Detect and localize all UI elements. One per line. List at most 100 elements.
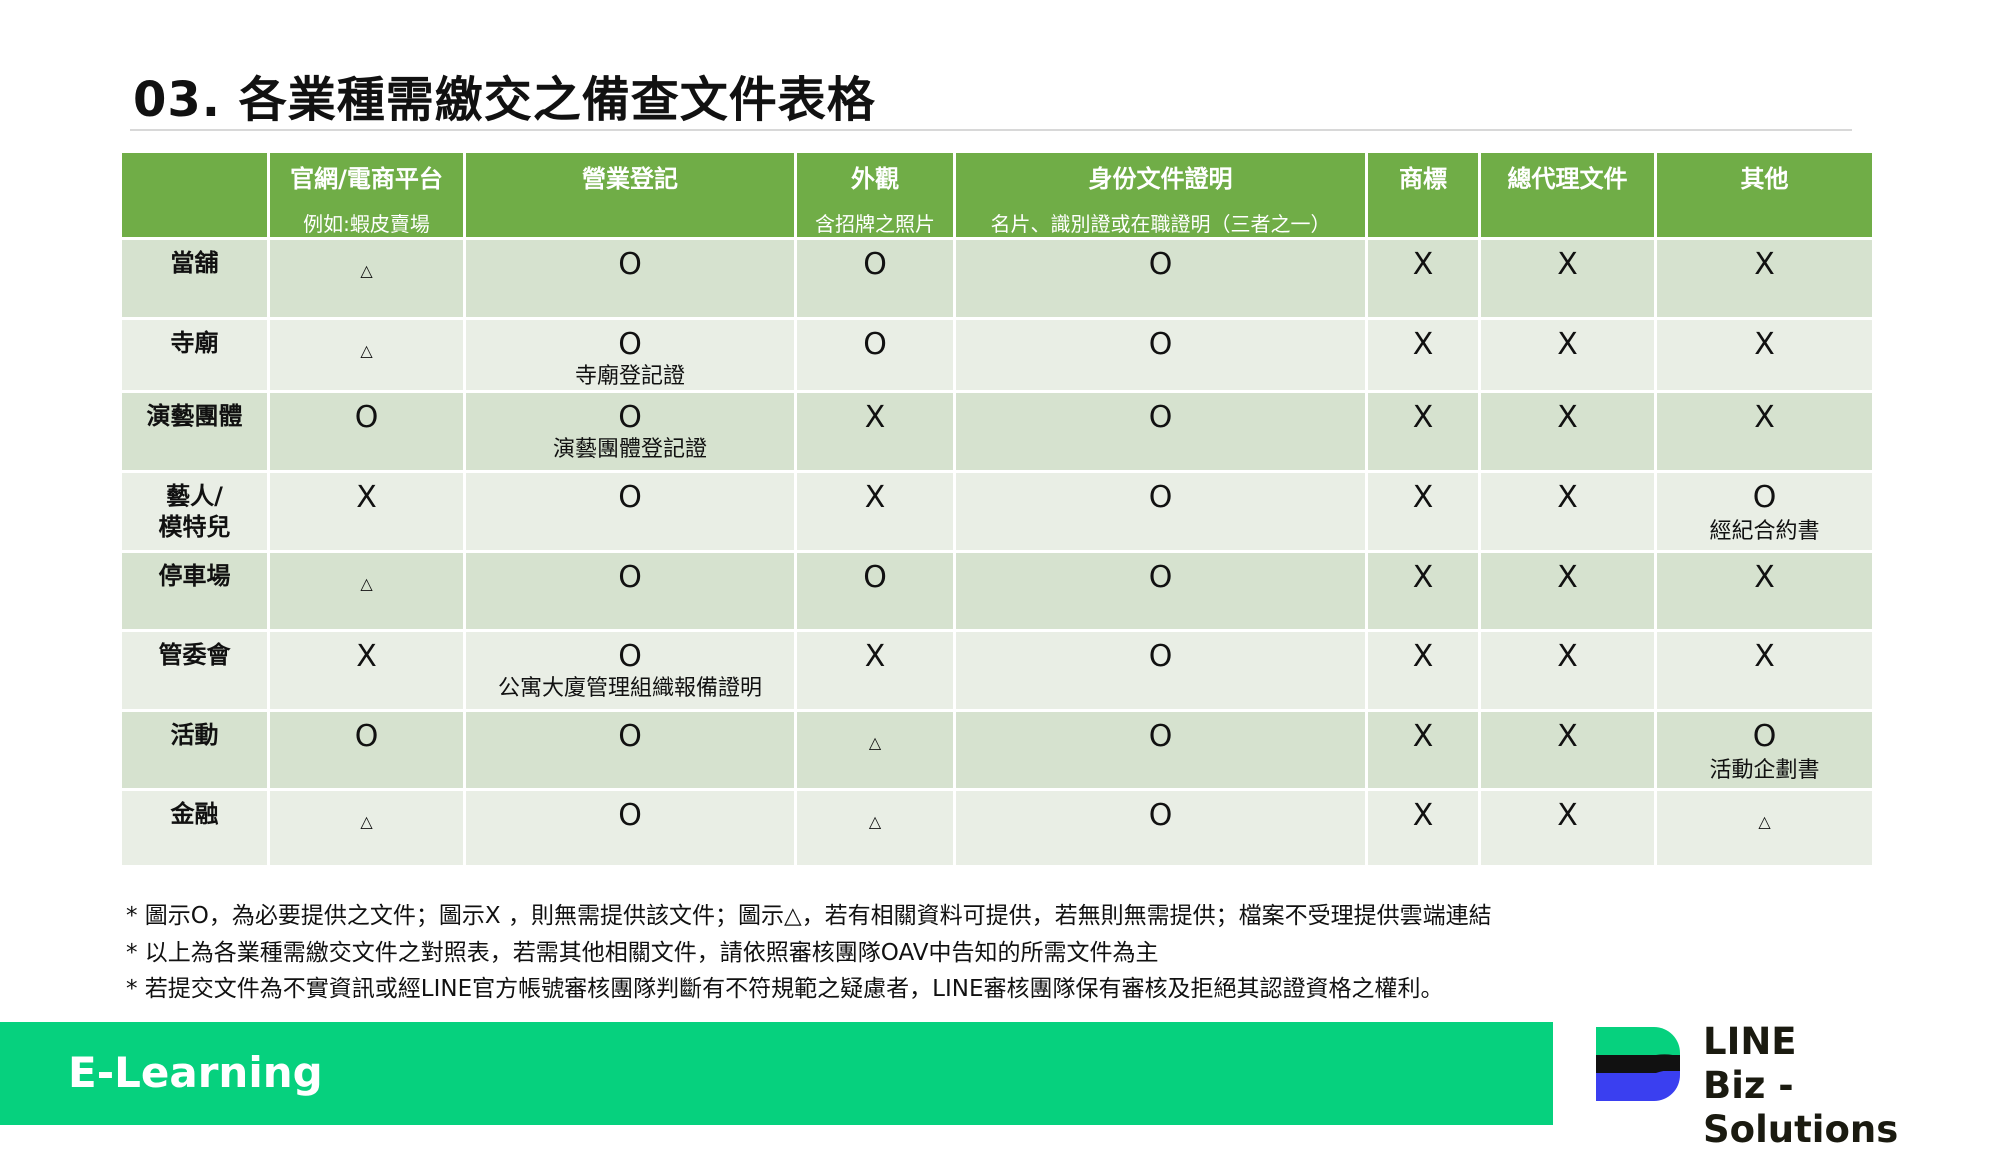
required-mark: O	[618, 560, 642, 595]
column-header-sub: 名片、識別證或在職證明（三者之一）	[990, 212, 1331, 236]
column-header: 其他	[1654, 150, 1875, 240]
table-cell: △	[267, 317, 466, 393]
required-mark: O	[1148, 327, 1173, 362]
optional-mark: △	[1758, 812, 1771, 831]
column-header-label: 官網/電商平台	[290, 165, 443, 193]
table-cell: X	[1365, 788, 1481, 868]
optional-mark: △	[360, 812, 373, 831]
table-cell: X	[794, 629, 956, 712]
table-cell: X	[1478, 709, 1657, 791]
footer-banner: E-Learning	[0, 1022, 1553, 1125]
table-cell: X	[1478, 788, 1657, 868]
column-header-sub: 含招牌之照片	[815, 212, 935, 236]
cell-note: 經紀合約書	[1709, 519, 1820, 544]
not-required-mark: X	[1412, 639, 1434, 674]
required-mark: O	[1148, 560, 1173, 595]
table-cell: X	[1365, 237, 1481, 320]
table-cell: △	[794, 709, 956, 791]
table-cell: O	[953, 550, 1368, 632]
row-header: 演藝團體	[119, 390, 270, 473]
table-cell: X	[1654, 317, 1875, 393]
not-required-mark: X	[1754, 327, 1775, 362]
required-mark: O	[618, 247, 642, 282]
required-mark: O	[618, 400, 642, 435]
page-title: 03. 各業種需繳交之備查文件表格	[133, 72, 876, 128]
column-header-label: 商標	[1399, 165, 1447, 193]
table-cell: O	[463, 550, 797, 632]
required-mark: O	[1148, 798, 1173, 833]
table-cell: O	[463, 788, 797, 868]
not-required-mark: X	[356, 480, 377, 515]
not-required-mark: X	[1754, 639, 1775, 674]
required-mark: O	[863, 247, 887, 282]
table-cell: O 活動企劃書	[1654, 709, 1875, 791]
table-cell: O	[463, 470, 797, 553]
cell-note: 活動企劃書	[1709, 758, 1820, 783]
not-required-mark: X	[864, 480, 886, 515]
table-row: 當舖 △ O O O X X X	[119, 237, 1875, 320]
not-required-mark: X	[864, 400, 886, 435]
not-required-mark: X	[864, 639, 886, 674]
optional-mark: △	[868, 733, 882, 752]
document-requirements-table: 官網/電商平台 例如:蝦皮賣場 營業登記 外觀 含招牌之照片 身份文件證明 名片、識別證或在…	[119, 150, 1875, 868]
column-header-sub: 例如:蝦皮賣場	[303, 212, 430, 236]
not-required-mark: X	[1557, 400, 1578, 435]
table-cell: O 經紀合約書	[1654, 470, 1875, 553]
table-cell: X	[1478, 237, 1657, 320]
not-required-mark: X	[1754, 247, 1775, 282]
optional-mark: △	[868, 812, 882, 831]
table-cell: O	[463, 237, 797, 320]
optional-mark: △	[360, 574, 373, 593]
title-divider	[130, 129, 1852, 131]
table-cell: △	[1654, 788, 1875, 868]
required-mark: O	[863, 560, 887, 595]
required-mark: O	[618, 327, 642, 362]
table-cell: X	[267, 470, 466, 553]
cell-note: 公寓大廈管理組織報備證明	[497, 676, 762, 701]
table-row: 寺廟 △ O 寺廟登記證 O O X X X	[119, 317, 1875, 393]
column-header-label: 身份文件證明	[1088, 165, 1233, 193]
column-header: 身份文件證明名片、識別證或在職證明（三者之一）	[953, 150, 1368, 240]
table-cell: △	[267, 550, 466, 632]
table-cell: O	[953, 237, 1368, 320]
required-mark: O	[1752, 719, 1777, 754]
required-mark: O	[618, 798, 642, 833]
table-cell: X	[1365, 709, 1481, 791]
table-cell: O 寺廟登記證	[463, 317, 797, 393]
optional-mark: △	[360, 261, 373, 280]
required-mark: O	[1148, 639, 1173, 674]
table-cell: O	[953, 390, 1368, 473]
required-mark: O	[1148, 719, 1173, 754]
not-required-mark: X	[1412, 480, 1434, 515]
required-mark: O	[618, 639, 642, 674]
table-row: 活動 O O △ O X X O 活動企劃書	[119, 709, 1875, 791]
column-header-label: 其他	[1740, 165, 1789, 193]
table-cell: X	[1365, 390, 1481, 473]
required-mark: O	[1148, 247, 1173, 282]
not-required-mark: X	[1412, 247, 1434, 282]
required-mark: O	[1148, 480, 1173, 515]
table-cell: △	[794, 788, 956, 868]
row-header: 寺廟	[119, 317, 270, 393]
not-required-mark: X	[1412, 560, 1434, 595]
not-required-mark: X	[356, 639, 377, 674]
column-header: 營業登記	[463, 150, 797, 240]
table-cell: X	[1478, 629, 1657, 712]
table-cell: X	[1478, 317, 1657, 393]
cell-note: 演藝團體登記證	[552, 437, 707, 462]
table-cell: X	[1654, 629, 1875, 712]
table-cell: O	[953, 470, 1368, 553]
column-header: 總代理文件	[1478, 150, 1657, 240]
table-header-row: 官網/電商平台 例如:蝦皮賣場 營業登記 外觀 含招牌之照片 身份文件證明 名片、識別證或在…	[119, 150, 1875, 240]
footer-label: E-Learning	[68, 1048, 323, 1097]
not-required-mark: X	[1412, 798, 1434, 833]
column-header-label: 外觀	[851, 165, 899, 193]
table-cell: O 公寓大廈管理組織報備證明	[463, 629, 797, 712]
not-required-mark: X	[1557, 327, 1578, 362]
table-cell: X	[794, 470, 956, 553]
table-row: 停車場 △ O O O X X X	[119, 550, 1875, 632]
row-header: 停車場	[119, 550, 270, 632]
logo-text: LINE Biz - Solutions	[1703, 1020, 2000, 1152]
table-cell: O	[953, 629, 1368, 712]
line-biz-logo-icon	[1596, 1027, 1680, 1101]
